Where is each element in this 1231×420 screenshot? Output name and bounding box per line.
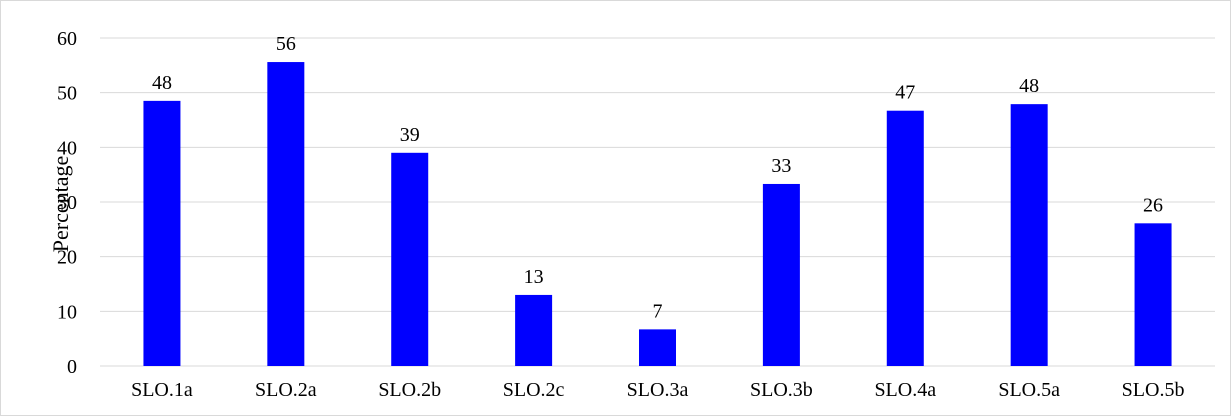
y-axis-title: Percentage bbox=[48, 156, 73, 253]
data-label: 48 bbox=[152, 72, 172, 94]
data-label: 56 bbox=[276, 33, 296, 55]
bar bbox=[639, 329, 676, 366]
bar bbox=[267, 62, 305, 366]
bar bbox=[1134, 223, 1172, 366]
bar bbox=[515, 294, 553, 366]
x-tick-label: SLO.5a bbox=[998, 379, 1060, 401]
x-tick-label: SLO.2a bbox=[255, 379, 317, 401]
y-tick-label: 60 bbox=[57, 28, 77, 50]
y-tick-label: 20 bbox=[57, 247, 77, 269]
bar bbox=[886, 110, 924, 366]
bar bbox=[1010, 104, 1048, 366]
y-tick-label: 50 bbox=[57, 83, 77, 105]
data-label: 48 bbox=[1019, 75, 1039, 97]
x-tick-label: SLO.2c bbox=[503, 379, 565, 401]
y-axis-ticks: 0 10 20 30 40 50 60 bbox=[57, 28, 77, 378]
data-label: 26 bbox=[1143, 194, 1163, 216]
data-label: 33 bbox=[771, 155, 791, 177]
bar bbox=[143, 100, 181, 366]
bar bbox=[762, 183, 800, 366]
y-tick-label: 10 bbox=[57, 301, 77, 323]
x-tick-label: SLO.2b bbox=[378, 379, 441, 401]
x-tick-label: SLO.3a bbox=[627, 379, 689, 401]
data-label: 47 bbox=[895, 82, 915, 104]
data-labels: 48 56 39 13 7 33 47 48 26 bbox=[152, 33, 1163, 322]
x-tick-label: SLO.3b bbox=[750, 379, 813, 401]
y-tick-label: 30 bbox=[57, 192, 77, 214]
x-tick-label: SLO.4a bbox=[874, 379, 936, 401]
data-label: 39 bbox=[400, 124, 420, 146]
bars bbox=[143, 62, 1172, 366]
data-label: 7 bbox=[653, 300, 663, 322]
y-tick-label: 40 bbox=[57, 137, 77, 159]
x-axis-ticks: SLO.1a SLO.2a SLO.2b SLO.2c SLO.3a SLO.3b SLO.… bbox=[131, 379, 1184, 401]
x-tick-label: SLO.1a bbox=[131, 379, 193, 401]
bar bbox=[391, 152, 429, 366]
y-tick-label: 0 bbox=[67, 356, 77, 378]
x-tick-label: SLO.5b bbox=[1122, 379, 1185, 401]
data-label: 13 bbox=[524, 266, 544, 288]
